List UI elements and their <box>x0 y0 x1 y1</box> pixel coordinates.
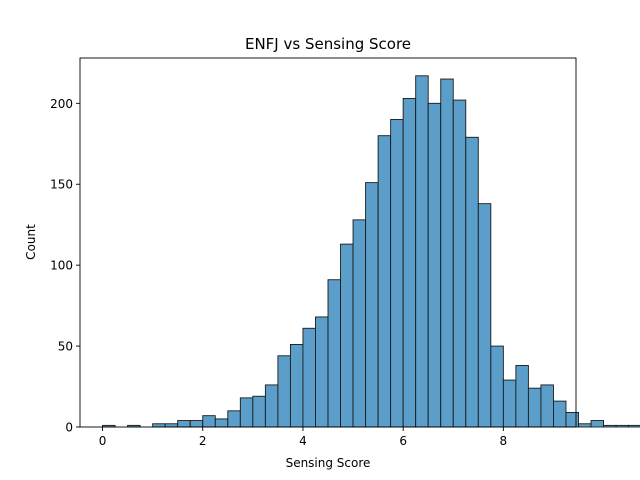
histogram-bar <box>227 410 241 428</box>
histogram-bar <box>553 400 567 428</box>
histogram-bar <box>452 99 467 428</box>
histogram-bar <box>465 136 479 428</box>
x-tick-label: 4 <box>299 434 307 448</box>
histogram-bar <box>152 423 166 428</box>
y-tick-label: 50 <box>58 340 73 354</box>
histogram-bar <box>615 424 630 428</box>
histogram-bar <box>477 203 492 428</box>
histogram-bar <box>527 387 542 428</box>
y-tick-label: 200 <box>50 97 73 111</box>
histogram-bar <box>164 423 179 428</box>
histogram-bar <box>590 420 605 428</box>
histogram-bar <box>565 411 579 428</box>
histogram-bar <box>402 98 417 428</box>
histogram-bar <box>377 135 392 428</box>
x-tick-label: 2 <box>199 434 207 448</box>
histogram-bar <box>490 345 504 428</box>
histogram-bar <box>264 384 279 428</box>
histogram-bar <box>340 243 354 428</box>
histogram-bar <box>578 423 592 428</box>
x-axis-label: Sensing Score <box>286 456 371 470</box>
chart-title: ENFJ vs Sensing Score <box>245 35 411 53</box>
histogram-bar <box>603 424 617 428</box>
histogram-bar <box>440 78 454 428</box>
plot-frame <box>79 57 577 428</box>
histogram-bar <box>202 415 216 428</box>
histogram-bar <box>177 420 191 428</box>
y-tick-label: 0 <box>65 421 73 435</box>
histogram-bar <box>289 344 304 428</box>
histogram-bar <box>302 327 316 428</box>
x-tick-label: 6 <box>399 434 407 448</box>
histogram-bar <box>515 365 529 428</box>
bars-group <box>102 75 640 428</box>
histogram-bar <box>214 418 229 428</box>
histogram-bar <box>277 355 291 428</box>
x-tick-label: 0 <box>99 434 107 448</box>
histogram-bar <box>352 219 367 428</box>
histogram-bar <box>390 119 404 428</box>
histogram-bar <box>239 397 254 428</box>
histogram-bar <box>628 424 640 428</box>
y-tick-label: 150 <box>50 178 73 192</box>
x-tick-label: 8 <box>500 434 508 448</box>
histogram-bar <box>327 279 341 428</box>
histogram-bar <box>189 420 204 428</box>
x-axis-ticks: 0 2 4 6 8 <box>99 427 507 448</box>
histogram-bar <box>427 102 442 428</box>
y-axis-ticks: 0 50 100 150 200 <box>50 97 80 435</box>
histogram-bar <box>252 395 266 428</box>
histogram-bar <box>315 316 329 428</box>
y-tick-label: 100 <box>50 259 73 273</box>
histogram-bar <box>415 75 429 428</box>
histogram-bar <box>540 384 554 428</box>
histogram-bar <box>502 379 517 428</box>
y-axis-label: Count <box>24 224 38 260</box>
histogram-bar <box>365 182 379 428</box>
